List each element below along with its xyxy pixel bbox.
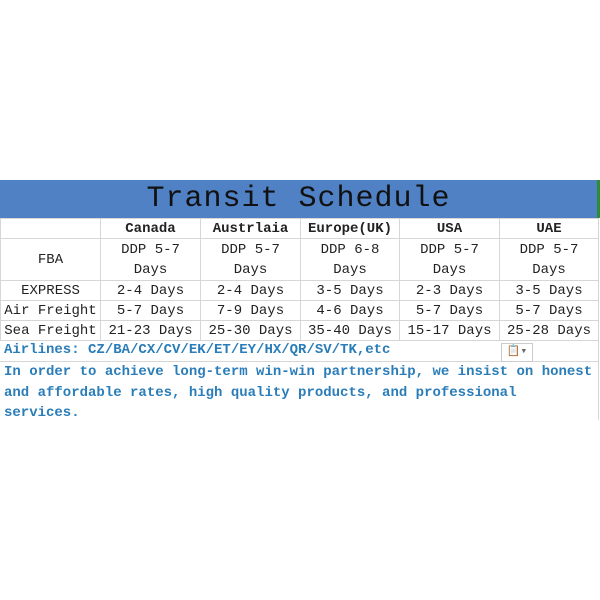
cell[interactable]: DDP 5-7 Days <box>399 238 500 281</box>
row-label[interactable]: EXPRESS <box>0 280 101 301</box>
header-cell[interactable]: Austrlaia <box>200 218 301 239</box>
clipboard-icon: 📋▾ <box>506 346 528 358</box>
cell[interactable]: 5-7 Days <box>399 300 500 321</box>
cell[interactable]: DDP 5-7 Days <box>100 238 201 281</box>
table-row: EXPRESS 2-4 Days 2-4 Days 3-5 Days 2-3 D… <box>0 280 599 301</box>
airlines-note[interactable]: Airlines: CZ/BA/CX/CV/EK/ET/EY/HX/QR/SV/… <box>4 342 391 358</box>
cell[interactable]: 4-6 Days <box>300 300 400 321</box>
header-cell[interactable]: USA <box>399 218 500 239</box>
sheet-title: Transit Schedule <box>146 182 451 216</box>
gridline <box>0 361 598 362</box>
row-label[interactable]: Air Freight <box>0 300 101 321</box>
cell[interactable]: 35-40 Days <box>300 320 400 341</box>
cell[interactable]: 2-4 Days <box>200 280 301 301</box>
cell[interactable]: 7-9 Days <box>200 300 301 321</box>
header-cell[interactable]: Canada <box>100 218 201 239</box>
table-row: FBA DDP 5-7 Days DDP 5-7 Days DDP 6-8 Da… <box>0 238 599 281</box>
cell[interactable]: 2-3 Days <box>399 280 500 301</box>
partnership-note[interactable]: In order to achieve long-term win-win pa… <box>4 364 593 421</box>
cell[interactable]: 25-30 Days <box>200 320 301 341</box>
header-cell[interactable] <box>0 218 101 239</box>
table-row: Sea Freight 21-23 Days 25-30 Days 35-40 … <box>0 320 599 341</box>
cell[interactable]: 5-7 Days <box>100 300 201 321</box>
header-cell[interactable]: Europe(UK) <box>300 218 400 239</box>
cell[interactable]: 15-17 Days <box>399 320 500 341</box>
cell[interactable]: 3-5 Days <box>300 280 400 301</box>
gridline <box>598 340 599 420</box>
cell[interactable]: 21-23 Days <box>100 320 201 341</box>
cell[interactable]: 25-28 Days <box>499 320 599 341</box>
spreadsheet: Transit Schedule Canada Austrlaia Europe… <box>0 180 600 421</box>
row-label[interactable]: FBA <box>0 238 101 281</box>
transit-table: Canada Austrlaia Europe(UK) USA UAE FBA … <box>0 218 599 341</box>
cell[interactable]: 3-5 Days <box>499 280 599 301</box>
table-row: Air Freight 5-7 Days 7-9 Days 4-6 Days 5… <box>0 300 599 321</box>
header-cell[interactable]: UAE <box>499 218 599 239</box>
cell[interactable]: DDP 6-8 Days <box>300 238 400 281</box>
title-band: Transit Schedule <box>0 180 600 218</box>
cell[interactable]: DDP 5-7 Days <box>200 238 301 281</box>
paste-options-button[interactable]: 📋▾ <box>501 343 533 362</box>
cell[interactable]: 2-4 Days <box>100 280 201 301</box>
cell[interactable]: DDP 5-7 Days <box>499 238 599 281</box>
row-label[interactable]: Sea Freight <box>0 320 101 341</box>
cell[interactable]: 5-7 Days <box>499 300 599 321</box>
header-row: Canada Austrlaia Europe(UK) USA UAE <box>0 218 599 239</box>
